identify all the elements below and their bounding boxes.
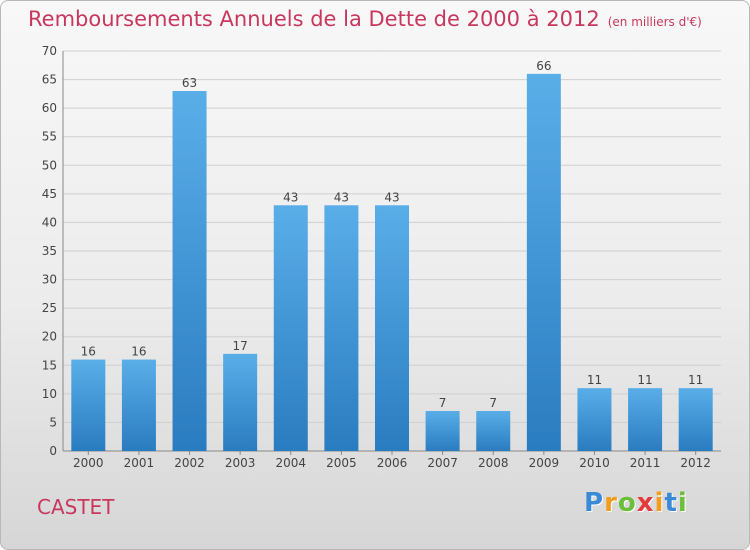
bar — [526, 73, 561, 451]
x-tick-label: 2006 — [377, 456, 408, 470]
logo-letter: i — [654, 488, 665, 518]
bar — [71, 359, 106, 451]
y-tick-label: 35 — [42, 244, 57, 258]
bar-value-label: 16 — [81, 345, 96, 359]
bar — [172, 91, 207, 451]
bar-value-label: 43 — [384, 190, 399, 204]
x-tick-label: 2003 — [225, 456, 256, 470]
x-tick-label: 2007 — [427, 456, 458, 470]
bar-value-label: 7 — [439, 396, 447, 410]
y-tick-label: 5 — [49, 415, 57, 429]
chart-title: Remboursements Annuels de la Dette de 20… — [28, 7, 702, 31]
bar — [678, 388, 713, 451]
logo-letter: P — [584, 488, 605, 518]
bar — [425, 411, 460, 451]
logo-letter: o — [617, 488, 637, 518]
bar-value-label: 11 — [637, 373, 652, 387]
x-tick-label: 2005 — [326, 456, 357, 470]
bar-value-label: 16 — [131, 345, 146, 359]
x-tick-label: 2004 — [275, 456, 306, 470]
x-tick-label: 2002 — [174, 456, 205, 470]
y-tick-label: 70 — [42, 44, 57, 58]
bar — [628, 388, 663, 451]
bar-value-label: 11 — [688, 373, 703, 387]
y-tick-label: 50 — [42, 158, 57, 172]
x-tick-label: 2001 — [124, 456, 155, 470]
bar — [324, 205, 359, 451]
y-tick-label: 15 — [42, 358, 57, 372]
y-tick-label: 60 — [42, 101, 57, 115]
y-tick-label: 30 — [42, 273, 57, 287]
x-tick-label: 2000 — [73, 456, 104, 470]
bar-value-label: 7 — [489, 396, 497, 410]
x-tick-label: 2011 — [630, 456, 661, 470]
logo-letter: r — [604, 488, 618, 518]
bar-value-label: 66 — [536, 59, 551, 73]
bar — [121, 359, 156, 451]
bar-value-label: 17 — [233, 339, 248, 353]
logo-letter: i — [677, 488, 688, 518]
x-tick-label: 2012 — [680, 456, 711, 470]
y-tick-label: 55 — [42, 130, 57, 144]
bar — [223, 353, 258, 451]
x-tick-label: 2008 — [478, 456, 509, 470]
logo-letter: x — [636, 488, 655, 518]
bar-value-label: 63 — [182, 76, 197, 90]
y-tick-label: 25 — [42, 301, 57, 315]
y-tick-label: 40 — [42, 215, 57, 229]
proxiti-logo: Proxiti — [584, 488, 688, 518]
y-tick-label: 10 — [42, 387, 57, 401]
chart-unit: (en milliers d'€) — [607, 15, 702, 29]
bar — [577, 388, 612, 451]
bar — [476, 411, 511, 451]
chart-title-text: Remboursements Annuels de la Dette de 20… — [28, 7, 600, 31]
bar-value-label: 43 — [283, 190, 298, 204]
y-tick-label: 65 — [42, 73, 57, 87]
y-tick-label: 20 — [42, 330, 57, 344]
commune-name: CASTET — [37, 495, 115, 519]
bar — [375, 205, 409, 451]
bar-value-label: 43 — [334, 190, 349, 204]
bar — [273, 205, 308, 451]
y-tick-label: 0 — [49, 444, 57, 458]
x-tick-label: 2010 — [579, 456, 610, 470]
y-tick-label: 45 — [42, 187, 57, 201]
x-tick-label: 2009 — [529, 456, 560, 470]
bar-value-label: 11 — [587, 373, 602, 387]
logo-letter: t — [664, 488, 678, 518]
